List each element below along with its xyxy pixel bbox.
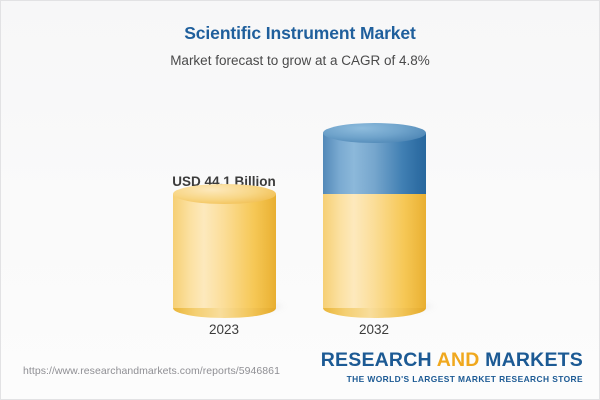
logo-word-markets: MARKETS bbox=[485, 349, 583, 372]
category-label-2023: 2023 bbox=[208, 322, 240, 337]
cylinder-body bbox=[323, 194, 426, 308]
bar-segment-yellow bbox=[173, 184, 276, 318]
bar-segment-blue bbox=[323, 123, 426, 194]
cylinder-body bbox=[323, 133, 426, 194]
bar-cylinder-2032[interactable] bbox=[323, 123, 436, 318]
cylinder-body bbox=[173, 194, 276, 308]
cylinder-top-cap bbox=[323, 123, 426, 143]
chart-plot-area: USD 44.1 Billion 2023 USD 67.5 Billion bbox=[1, 79, 599, 341]
logo-wordmark: RESEARCH AND MARKETS bbox=[320, 349, 583, 372]
research-and-markets-logo[interactable]: RESEARCH AND MARKETS THE WORLD'S LARGEST… bbox=[320, 349, 583, 384]
chart-subtitle: Market forecast to grow at a CAGR of 4.8… bbox=[170, 53, 430, 68]
cylinder-top-cap bbox=[173, 184, 276, 204]
bar-segment-yellow bbox=[323, 194, 426, 318]
logo-word-and: AND bbox=[436, 349, 480, 372]
logo-word-research: RESEARCH bbox=[320, 349, 432, 372]
logo-tagline: THE WORLD'S LARGEST MARKET RESEARCH STOR… bbox=[346, 373, 583, 384]
page-title: Scientific Instrument Market bbox=[184, 23, 416, 43]
source-url[interactable]: https://www.researchandmarkets.com/repor… bbox=[23, 365, 280, 377]
bar-cylinder-2023[interactable] bbox=[173, 184, 286, 318]
category-label-2032: 2032 bbox=[358, 322, 390, 337]
